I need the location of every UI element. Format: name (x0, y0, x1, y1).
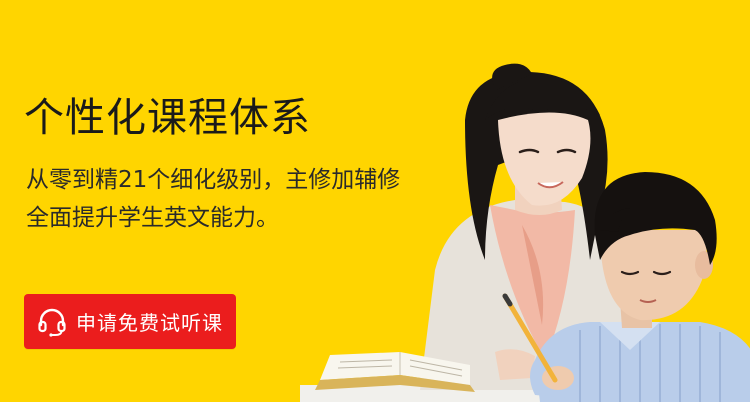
headset-icon (36, 306, 68, 338)
free-trial-button-label: 申请免费试听课 (76, 311, 223, 335)
banner-description-line-1: 从零到精21个细化级别，主修加辅修 (26, 167, 401, 193)
free-trial-button[interactable]: 申请免费试听课 (24, 294, 236, 349)
banner-title: 个性化课程体系 (24, 95, 311, 141)
teacher-student-photo (300, 63, 750, 402)
banner-description-line-2: 全面提升学生英文能力。 (26, 205, 279, 231)
